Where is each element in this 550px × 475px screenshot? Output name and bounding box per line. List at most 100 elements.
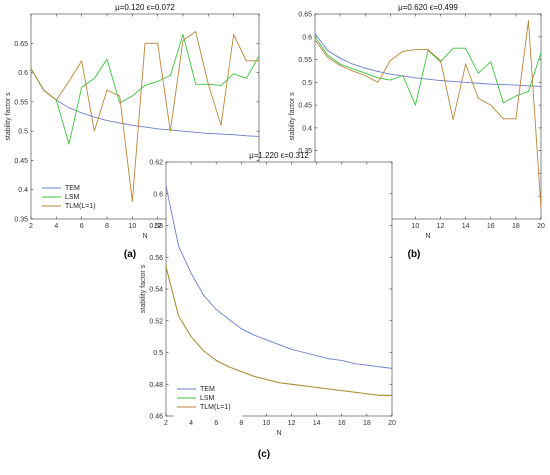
data-point xyxy=(169,75,171,76)
data-point xyxy=(316,355,318,357)
data-point xyxy=(266,379,267,380)
chart-panel-3: 2 4 6 8 10 12 14 16 18 20 0.46 0.48 0.5 0.52 0.54 0.56 0… xyxy=(140,151,396,460)
data-point xyxy=(490,104,492,106)
data-point xyxy=(440,60,441,61)
panel-caption: (c) xyxy=(258,449,270,460)
x-tick-label: 4 xyxy=(54,223,58,230)
data-point xyxy=(377,71,379,72)
data-point xyxy=(258,60,260,62)
data-point xyxy=(278,344,280,345)
x-tick-label: 10 xyxy=(412,223,420,230)
x-tick-label: 12 xyxy=(154,223,162,230)
data-point xyxy=(258,136,260,137)
data-point xyxy=(465,63,467,65)
x-tick-label: 12 xyxy=(288,420,296,427)
data-point xyxy=(415,49,416,50)
data-point xyxy=(341,390,343,391)
data-point xyxy=(220,124,222,126)
chart-title: μ=0.120 ϵ=0.072 xyxy=(115,3,175,12)
data-point xyxy=(352,63,354,65)
data-point xyxy=(220,85,222,86)
data-point xyxy=(68,80,70,82)
y-tick-label: 0.6 xyxy=(302,34,312,41)
panel-caption: (a) xyxy=(124,249,136,260)
series-tlm-l-1- xyxy=(314,20,542,209)
x-tick-label: 6 xyxy=(80,223,84,230)
x-tick-label: 8 xyxy=(105,223,109,230)
data-point xyxy=(190,272,192,274)
legend-entry: TLM(L=1) xyxy=(65,203,96,210)
data-point xyxy=(131,201,133,202)
data-point xyxy=(119,122,121,124)
data-point xyxy=(258,55,260,57)
data-point xyxy=(291,348,292,350)
data-point xyxy=(233,73,235,75)
data-point xyxy=(178,245,179,247)
data-point xyxy=(477,82,479,84)
x-tick-label: 2 xyxy=(164,420,168,427)
data-point xyxy=(233,34,235,35)
data-point xyxy=(465,81,467,83)
data-point xyxy=(364,67,366,69)
data-point xyxy=(253,375,255,377)
x-tick-label: 20 xyxy=(537,223,545,230)
data-point xyxy=(328,358,330,360)
data-point xyxy=(144,42,146,44)
data-point xyxy=(178,315,179,317)
y-tick-label: 0.54 xyxy=(149,287,163,294)
data-point xyxy=(379,394,380,396)
series-tlm-l-1- xyxy=(30,31,260,202)
data-point xyxy=(339,65,341,66)
x-tick-label: 10 xyxy=(128,223,136,230)
chart-title: μ=1.220 ϵ=0.312 xyxy=(249,151,309,160)
y-tick-label: 0.6 xyxy=(18,70,28,77)
data-point xyxy=(490,83,492,85)
legend-entry: TEM xyxy=(65,185,80,192)
data-point xyxy=(316,387,318,388)
data-point xyxy=(314,39,316,41)
data-point xyxy=(182,130,184,132)
x-tick-label: 12 xyxy=(437,223,445,230)
data-point xyxy=(190,336,192,338)
data-point xyxy=(68,143,70,145)
data-point xyxy=(440,80,441,81)
data-point xyxy=(203,294,205,296)
legend: TEM LSM TLM(L=1) xyxy=(38,182,108,217)
data-point xyxy=(169,130,171,132)
data-point xyxy=(515,118,517,120)
y-tick-label: 0.62 xyxy=(149,160,163,167)
series-tlm-l-1- xyxy=(165,266,393,396)
data-point xyxy=(55,99,57,101)
x-tick-label: 6 xyxy=(214,420,218,427)
data-point xyxy=(207,83,209,85)
data-point xyxy=(402,75,404,76)
y-tick-label: 0.46 xyxy=(149,414,163,421)
y-axis-label: stability factor s xyxy=(289,92,296,141)
y-tick-label: 0.4 xyxy=(18,187,28,194)
data-point xyxy=(364,75,366,76)
x-axis-label: N xyxy=(276,430,281,437)
x-tick-label: 18 xyxy=(363,420,371,427)
data-point xyxy=(314,36,316,38)
data-point xyxy=(366,393,368,395)
x-tick-label: 14 xyxy=(462,223,470,230)
x-tick-label: 16 xyxy=(338,420,346,427)
y-tick-label: 0.35 xyxy=(298,148,312,155)
data-point xyxy=(327,56,328,58)
legend-entry: TEM xyxy=(200,386,215,393)
data-point xyxy=(228,318,230,320)
y-tick-label: 0.65 xyxy=(298,12,312,19)
y-tick-label: 0.56 xyxy=(149,255,163,262)
x-tick-label: 20 xyxy=(388,420,396,427)
data-point xyxy=(106,120,108,121)
y-tick-label: 0.5 xyxy=(153,350,163,357)
data-point xyxy=(93,116,95,118)
data-point xyxy=(303,385,305,387)
data-point xyxy=(81,86,83,88)
legend-entry: TLM(L=1) xyxy=(200,404,231,411)
data-point xyxy=(131,124,133,126)
legend: TEM LSM TLM(L=1) xyxy=(173,383,243,418)
data-point xyxy=(144,85,146,86)
data-point xyxy=(228,366,230,368)
